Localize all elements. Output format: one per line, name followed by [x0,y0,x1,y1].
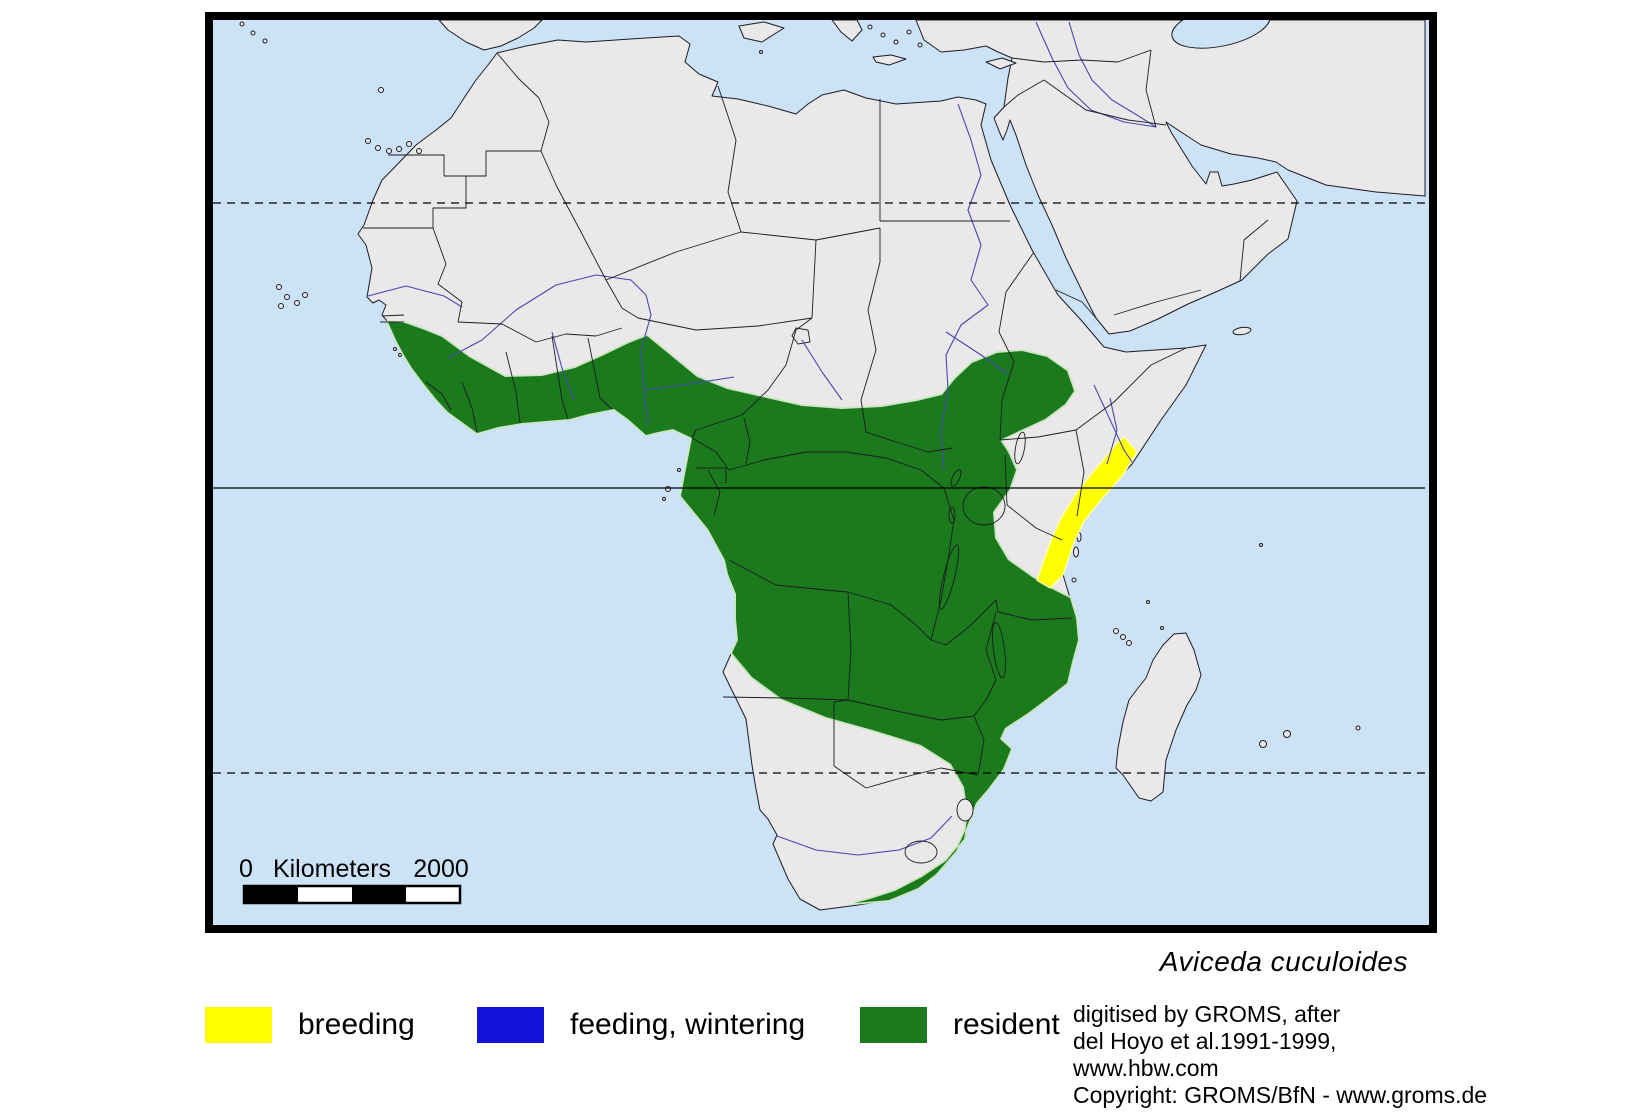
latitude-lines [213,202,1425,774]
aegean-island [867,24,873,30]
country-borders [363,49,1269,864]
legend-item-feeding-wintering: feeding, wintering [477,1007,805,1043]
indian-ocean-islands [1071,326,1361,748]
crete-island [872,54,907,66]
aegean-island [917,42,923,48]
attribution-line: www.hbw.com [1073,1055,1219,1081]
scale-bar: 0 Kilometers 2000 [239,855,469,905]
jubba-river [1106,397,1118,465]
scale-unit-label: Kilometers [273,855,391,883]
breeding-label: breeding [298,1008,415,1041]
swaziland-border [956,798,974,822]
rivers [367,21,1157,856]
sicily-island [738,21,785,43]
madagascar-island [1115,632,1202,802]
legend-item-breeding: breeding [205,1007,415,1043]
chari-river [801,339,843,401]
euphrates-river [1035,21,1157,128]
middle-east-landmass [915,20,1426,335]
attribution-line: del Hoyo et al.1991-1999, [1073,1028,1337,1054]
feeding-wintering-swatch [477,1007,544,1043]
nile-river [940,103,989,471]
greece-fragment [831,20,863,42]
aegean-island [893,39,899,45]
feeding-wintering-label: feeding, wintering [570,1008,806,1041]
orange-river [776,815,953,856]
attribution: digitised by GROMS, after del Hoyo et al… [1073,1001,1487,1109]
legend-item-resident: resident [860,1007,1060,1043]
africa-range-map: 0 Kilometers 2000 [213,20,1429,925]
cyprus-island [985,57,1017,70]
breeding-swatch [205,1007,272,1043]
lakes [791,327,1026,679]
attribution-line: Copyright: GROMS/BfN - www.groms.de [1073,1082,1488,1108]
resident-swatch [860,1007,927,1043]
attribution-line: digitised by GROMS, after [1073,1001,1341,1027]
benue-river [643,376,735,391]
volta-river [551,331,575,401]
iberia-fragment [438,20,543,51]
resident-label: resident [953,1008,1060,1041]
niger-river [447,274,652,426]
scale-end-label: 2000 [413,855,469,883]
aegean-island [880,32,886,38]
species-title: Aviceda cuculoides [1159,946,1408,977]
scale-start-label: 0 [239,855,253,883]
map-frame: 0 Kilometers 2000 [205,12,1437,933]
tigris-river [1068,21,1157,128]
senegal-river [367,285,463,308]
atlantic-islands [239,21,698,501]
shebelle-river [1093,384,1133,463]
blue-nile-river [945,331,1009,375]
lesotho-border [904,840,938,864]
aegean-island [906,29,912,35]
breeding-range [1036,436,1138,589]
caspian-sea [1171,20,1271,49]
malta-island [759,50,763,54]
